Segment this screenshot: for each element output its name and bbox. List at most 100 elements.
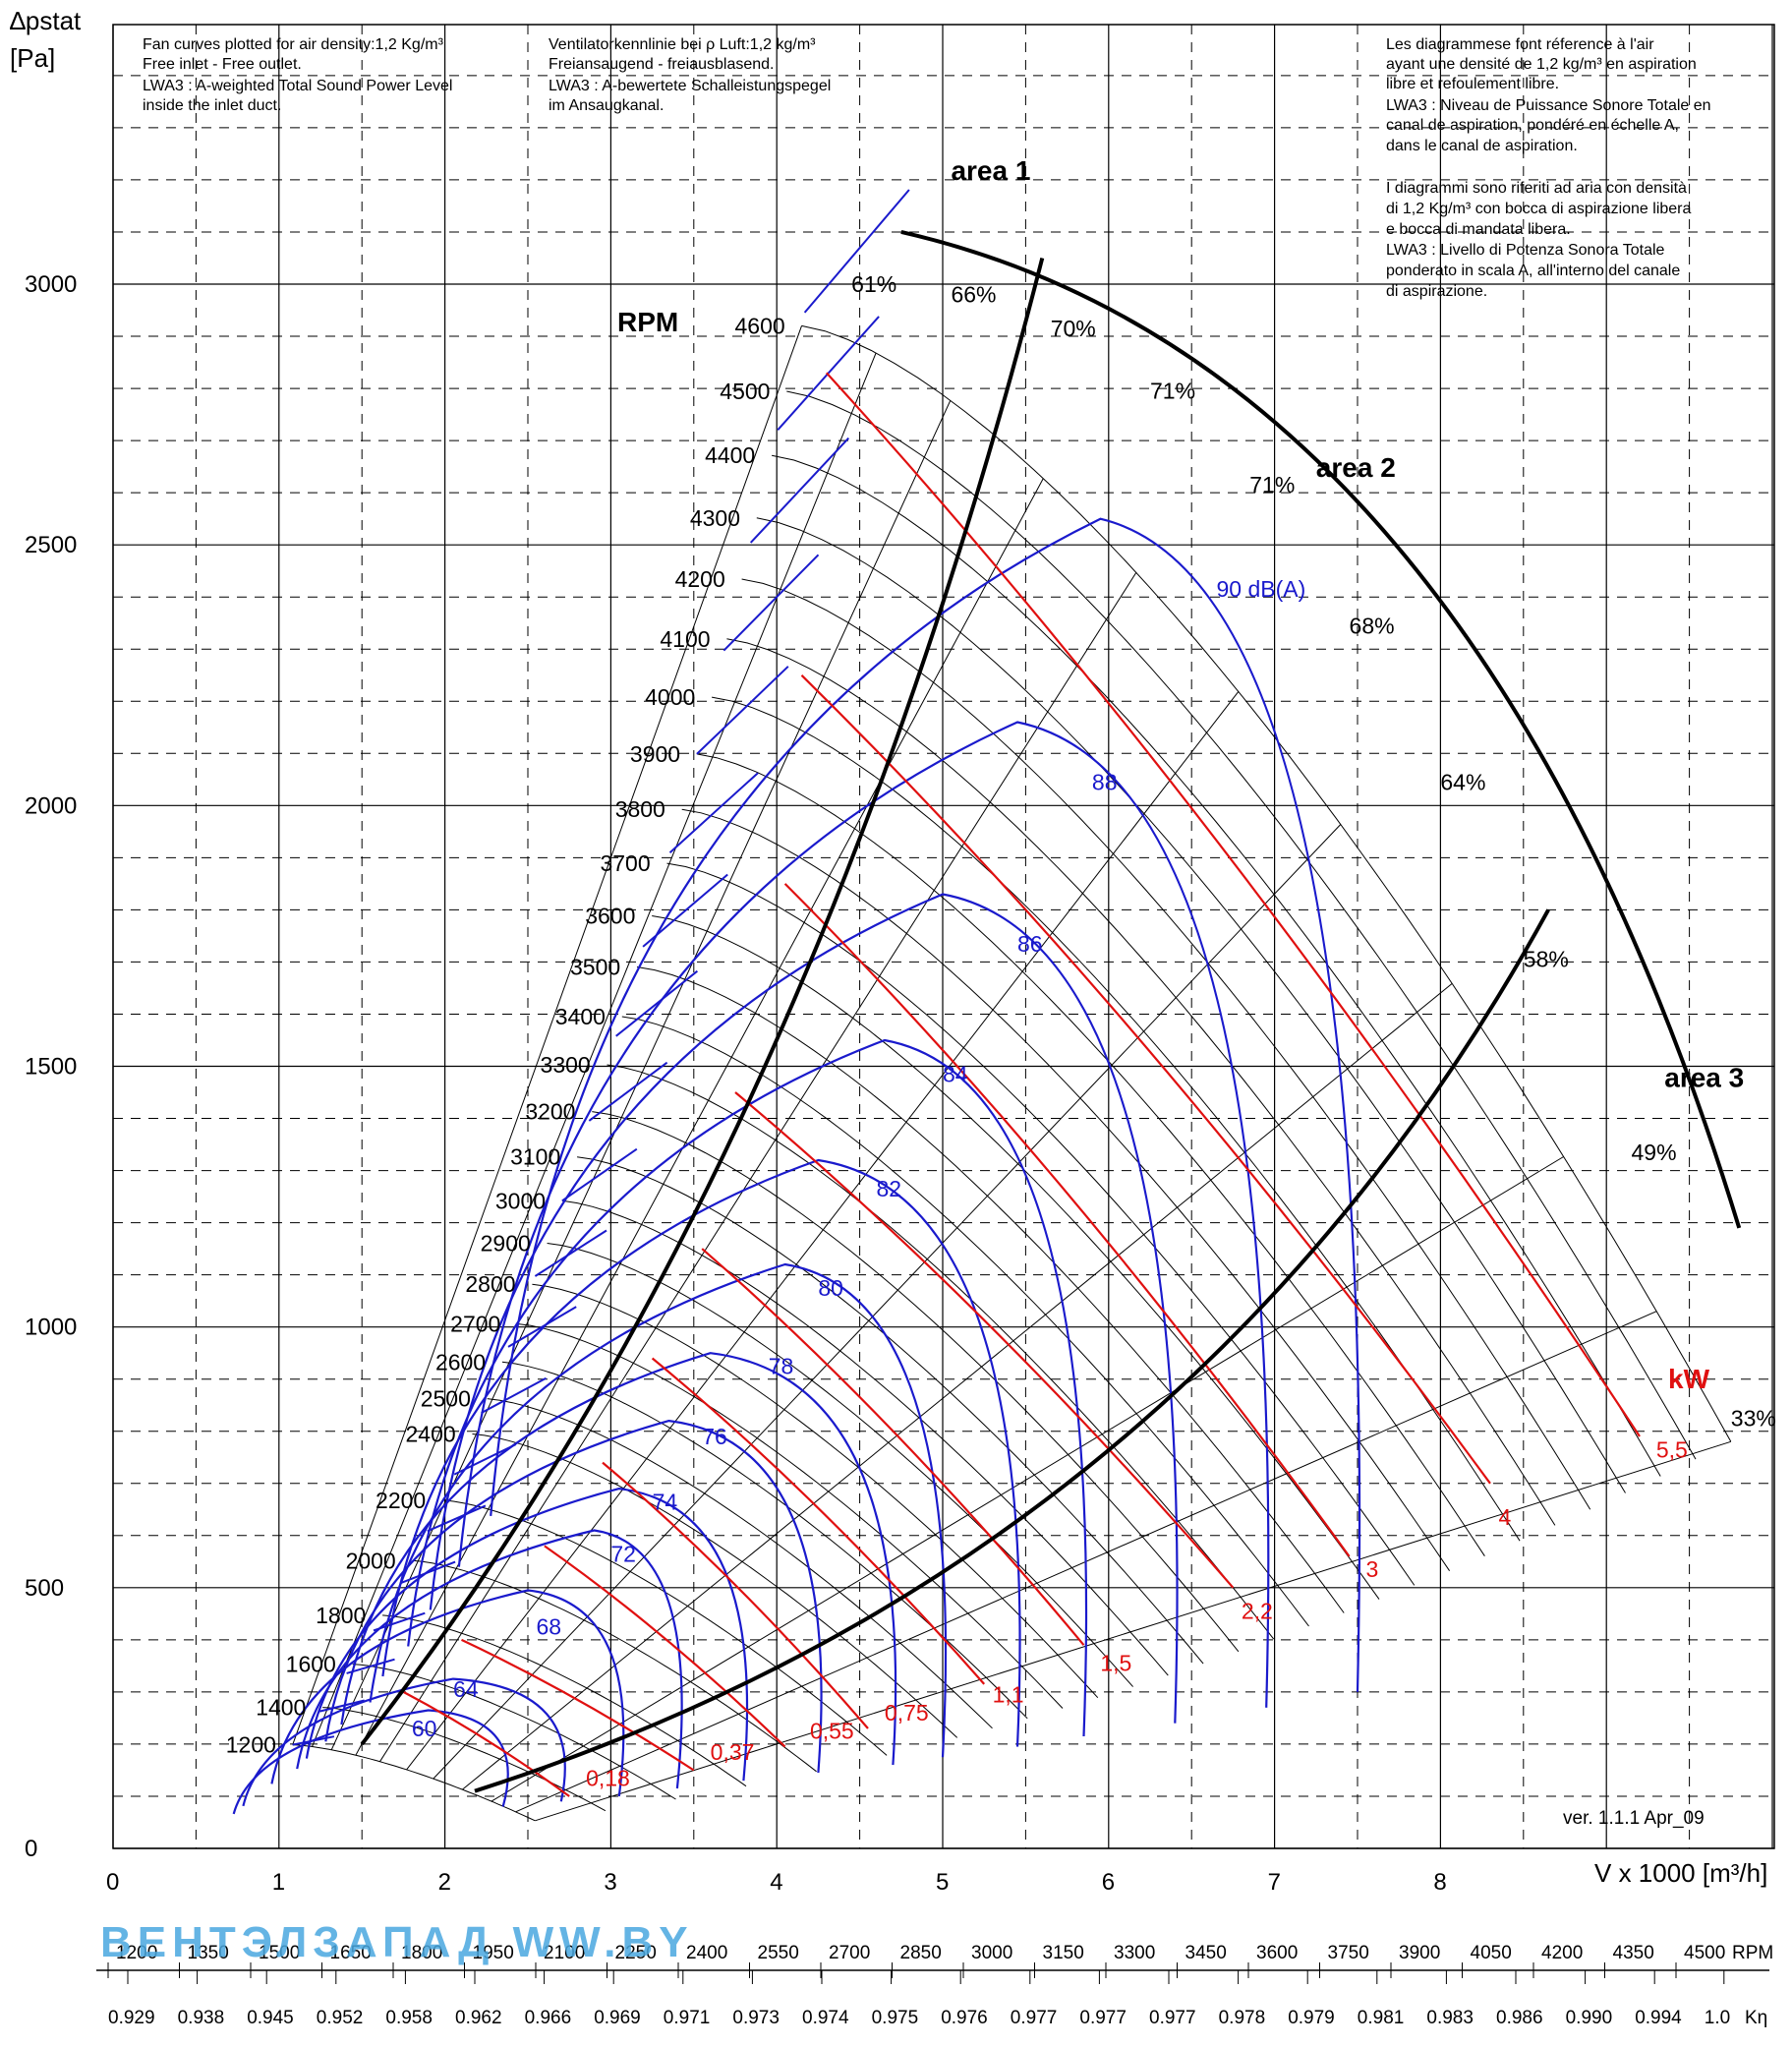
rpm-scale-unit: RPM: [1732, 1943, 1773, 1963]
rpm-curve: [577, 1156, 1204, 1665]
sound-curve-steep: [561, 1147, 638, 1202]
sound-curve-steep: [373, 1611, 426, 1632]
rpm-scale-label: 1650: [330, 1943, 372, 1963]
rpm-curve: [726, 638, 1556, 1526]
power-curve: [461, 1638, 695, 1772]
rpm-curve: [652, 915, 1380, 1600]
rpm-label: 2900: [481, 1231, 531, 1257]
x-tick-label: 1: [272, 1869, 285, 1896]
rpm-scale-label: 2250: [615, 1943, 657, 1963]
rpm-label: 2200: [376, 1488, 426, 1513]
k-scale-label: 0.986: [1496, 2008, 1543, 2028]
note-german: Ventilatorkennlinie bei ρ Luft:1,2 kg/m³…: [549, 36, 831, 114]
sound-label: 86: [1017, 931, 1043, 957]
k-scale-label: 0.977: [1011, 2008, 1058, 2028]
x-tick-label: 3: [604, 1869, 616, 1896]
rpm-scale-label: 1350: [188, 1943, 229, 1963]
k-scale-label: 0.983: [1426, 2008, 1474, 2028]
rpm-scale-label: 3000: [971, 1943, 1012, 1963]
sound-curve-steep: [642, 873, 728, 948]
rpm-curve: [801, 324, 1732, 1442]
sound-curve-steep: [507, 1306, 577, 1348]
note-english: Fan curves plotted for air density:1,2 K…: [143, 36, 452, 114]
rpm-label: 2400: [405, 1421, 455, 1446]
sound-curve-steep: [588, 1061, 668, 1122]
efficiency-label: 49%: [1632, 1140, 1677, 1165]
note-line: ayant une densité de 1,2 kg/m³ en aspira…: [1386, 56, 1697, 73]
y-tick-label: 3000: [25, 271, 77, 298]
rpm-curve: [621, 1016, 1309, 1627]
rpm-scale-label: 2850: [900, 1943, 942, 1963]
rpm-heading: RPM: [617, 307, 678, 337]
k-scale-label: 0.971: [664, 2008, 711, 2028]
power-label: 0,18: [586, 1765, 630, 1790]
bottom-scales: 1200 1350 1500 1650 1800 1950 2100 2250 2400 2550…: [96, 1943, 1773, 2028]
y-axis-label-2: [Pa]: [10, 43, 55, 73]
power-label: 1,5: [1100, 1651, 1131, 1676]
rpm-curve: [532, 1283, 1099, 1699]
k-scale-label: 0.969: [594, 2008, 641, 2028]
rpm-curve: [472, 1433, 958, 1738]
k-scale-label: 0.952: [317, 2008, 364, 2028]
rpm-label: 2600: [435, 1349, 486, 1374]
rpm-scale-label: 3450: [1185, 1943, 1227, 1963]
watermark: ВЕНТЭЛЗАПАД WW.BY: [100, 1918, 694, 1966]
note-line: LWA3 : Niveau de Puissance Sonore Totale…: [1386, 97, 1711, 114]
sound-label: 60: [412, 1716, 437, 1741]
sound-label: 64: [453, 1676, 479, 1702]
rpm-label: 4000: [645, 684, 695, 710]
efficiency-ray: [292, 325, 802, 1745]
plot-frame: [112, 24, 1775, 1849]
rpm-label: 3300: [541, 1052, 591, 1078]
k-scale-label: 0.990: [1566, 2008, 1613, 2028]
efficiency-ray: [433, 824, 1342, 1780]
sound-label: 84: [943, 1061, 968, 1086]
rpm-curve: [412, 1559, 817, 1773]
sound-curve-steep: [534, 1229, 607, 1277]
rpm-label: 2500: [421, 1386, 471, 1412]
note-line: LWA3 : A-bewertete Schalleistungspegel: [549, 78, 831, 94]
note-french-italian: Les diagrammese font réference à l'air a…: [1386, 36, 1711, 300]
rpm-curve: [636, 966, 1345, 1613]
power-label: 4: [1498, 1504, 1511, 1530]
rpm-scale-label: 4500: [1684, 1943, 1725, 1963]
k-scale-label: 0.945: [247, 2008, 294, 2028]
rpm-scale-label: 4350: [1613, 1943, 1654, 1963]
rpm-label: 2700: [450, 1311, 500, 1336]
rpm-scale-label: 3900: [1399, 1943, 1440, 1963]
rpm-curve: [756, 517, 1626, 1493]
x-tick-label: 0: [106, 1869, 119, 1896]
x-tick-label: 2: [438, 1869, 451, 1896]
power-label: 0,55: [810, 1719, 854, 1744]
rpm-label: 2800: [465, 1271, 515, 1297]
sound-curve: [381, 1158, 1021, 1747]
rpm-scale-label: 3300: [1114, 1943, 1155, 1963]
rpm-scale-label: 1200: [116, 1943, 157, 1963]
area-label: area 2: [1316, 452, 1396, 483]
rpm-label: 3600: [585, 904, 635, 929]
rpm-scale-label: 4050: [1471, 1943, 1512, 1963]
rpm-label: 3700: [600, 850, 650, 876]
sound-curve-steep: [346, 1658, 395, 1674]
rpm-curve: [547, 1243, 1133, 1687]
power-label: 0,37: [711, 1739, 755, 1765]
note-line: Free inlet - Free outlet.: [143, 56, 302, 73]
sound-curve-steep: [318, 1699, 365, 1713]
y-axis-label-1: ∆pstat: [10, 6, 82, 35]
outer-boundary-arc: [900, 230, 1742, 1229]
rpm-scale-label: 2100: [544, 1943, 585, 1963]
sound-label: 78: [769, 1353, 794, 1378]
system-curves: [360, 230, 1742, 1793]
k-scale-label: 0.977: [1079, 2008, 1127, 2028]
y-tick-label: 1000: [25, 1315, 77, 1341]
rpm-label: 3100: [510, 1144, 560, 1170]
sound-curve: [490, 517, 1361, 1692]
efficiency-ray: [312, 352, 877, 1747]
sound-curve: [232, 1709, 509, 1815]
sound-curve-steep: [696, 666, 789, 755]
x-tick-label: 4: [770, 1869, 782, 1896]
efficiency-label: 70%: [1051, 316, 1096, 341]
rpm-curve: [696, 753, 1485, 1556]
k-scale-label: 0.958: [385, 2008, 433, 2028]
